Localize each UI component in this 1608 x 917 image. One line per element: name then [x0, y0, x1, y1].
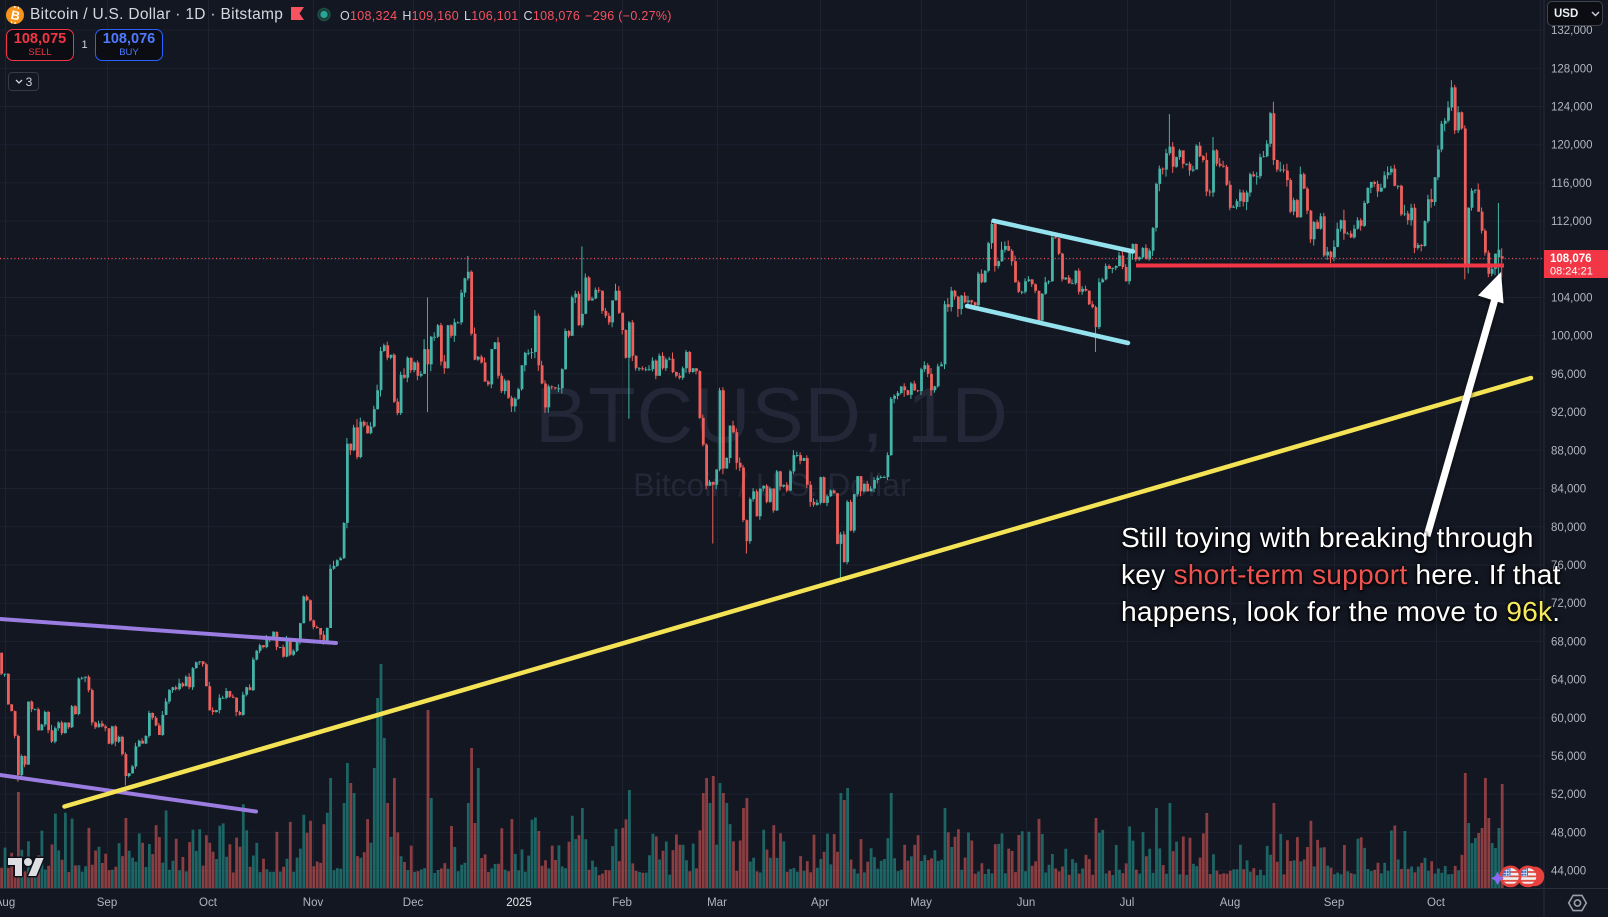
svg-text:Mar: Mar — [707, 897, 727, 909]
svg-text:Aug: Aug — [0, 897, 15, 909]
svg-text:Oct: Oct — [199, 897, 218, 909]
svg-text:Sep: Sep — [1324, 897, 1344, 909]
svg-text:92,000: 92,000 — [1551, 407, 1586, 419]
svg-text:Jun: Jun — [1017, 897, 1036, 909]
svg-text:08:24:21: 08:24:21 — [1550, 266, 1593, 278]
svg-text:Aug: Aug — [1220, 897, 1240, 909]
svg-text:52,000: 52,000 — [1551, 789, 1586, 801]
svg-text:Jul: Jul — [1120, 897, 1135, 909]
svg-text:60,000: 60,000 — [1551, 713, 1586, 725]
svg-text:116,000: 116,000 — [1551, 178, 1592, 190]
svg-text:64,000: 64,000 — [1551, 675, 1586, 687]
svg-text:Feb: Feb — [612, 897, 632, 909]
svg-text:Sep: Sep — [97, 897, 117, 909]
svg-text:Bitcoin / U.S. Dollar: Bitcoin / U.S. Dollar — [633, 467, 911, 503]
svg-text:44,000: 44,000 — [1551, 866, 1586, 878]
svg-text:Oct: Oct — [1427, 897, 1446, 909]
svg-text:112,000: 112,000 — [1551, 216, 1592, 228]
svg-text:128,000: 128,000 — [1551, 63, 1593, 75]
svg-text:96,000: 96,000 — [1551, 369, 1586, 381]
svg-text:104,000: 104,000 — [1551, 293, 1593, 305]
svg-text:80,000: 80,000 — [1551, 522, 1586, 534]
svg-text:Nov: Nov — [303, 897, 324, 909]
svg-text:88,000: 88,000 — [1551, 445, 1586, 457]
svg-text:84,000: 84,000 — [1551, 484, 1586, 496]
svg-text:Apr: Apr — [811, 897, 829, 909]
svg-text:56,000: 56,000 — [1551, 751, 1586, 763]
svg-text:72,000: 72,000 — [1551, 598, 1586, 610]
svg-text:108,076: 108,076 — [1550, 253, 1592, 265]
svg-text:May: May — [910, 897, 932, 909]
svg-text:100,000: 100,000 — [1551, 331, 1593, 343]
svg-text:BTCUSD, 1D: BTCUSD, 1D — [535, 371, 1009, 459]
svg-text:120,000: 120,000 — [1551, 140, 1593, 152]
svg-text:B: B — [10, 8, 22, 24]
svg-text:68,000: 68,000 — [1551, 636, 1586, 648]
svg-text:132,000: 132,000 — [1551, 25, 1593, 37]
svg-text:2025: 2025 — [506, 897, 532, 909]
svg-text:76,000: 76,000 — [1551, 560, 1586, 572]
svg-text:Dec: Dec — [403, 897, 424, 909]
svg-text:48,000: 48,000 — [1551, 827, 1586, 839]
svg-text:124,000: 124,000 — [1551, 102, 1593, 114]
